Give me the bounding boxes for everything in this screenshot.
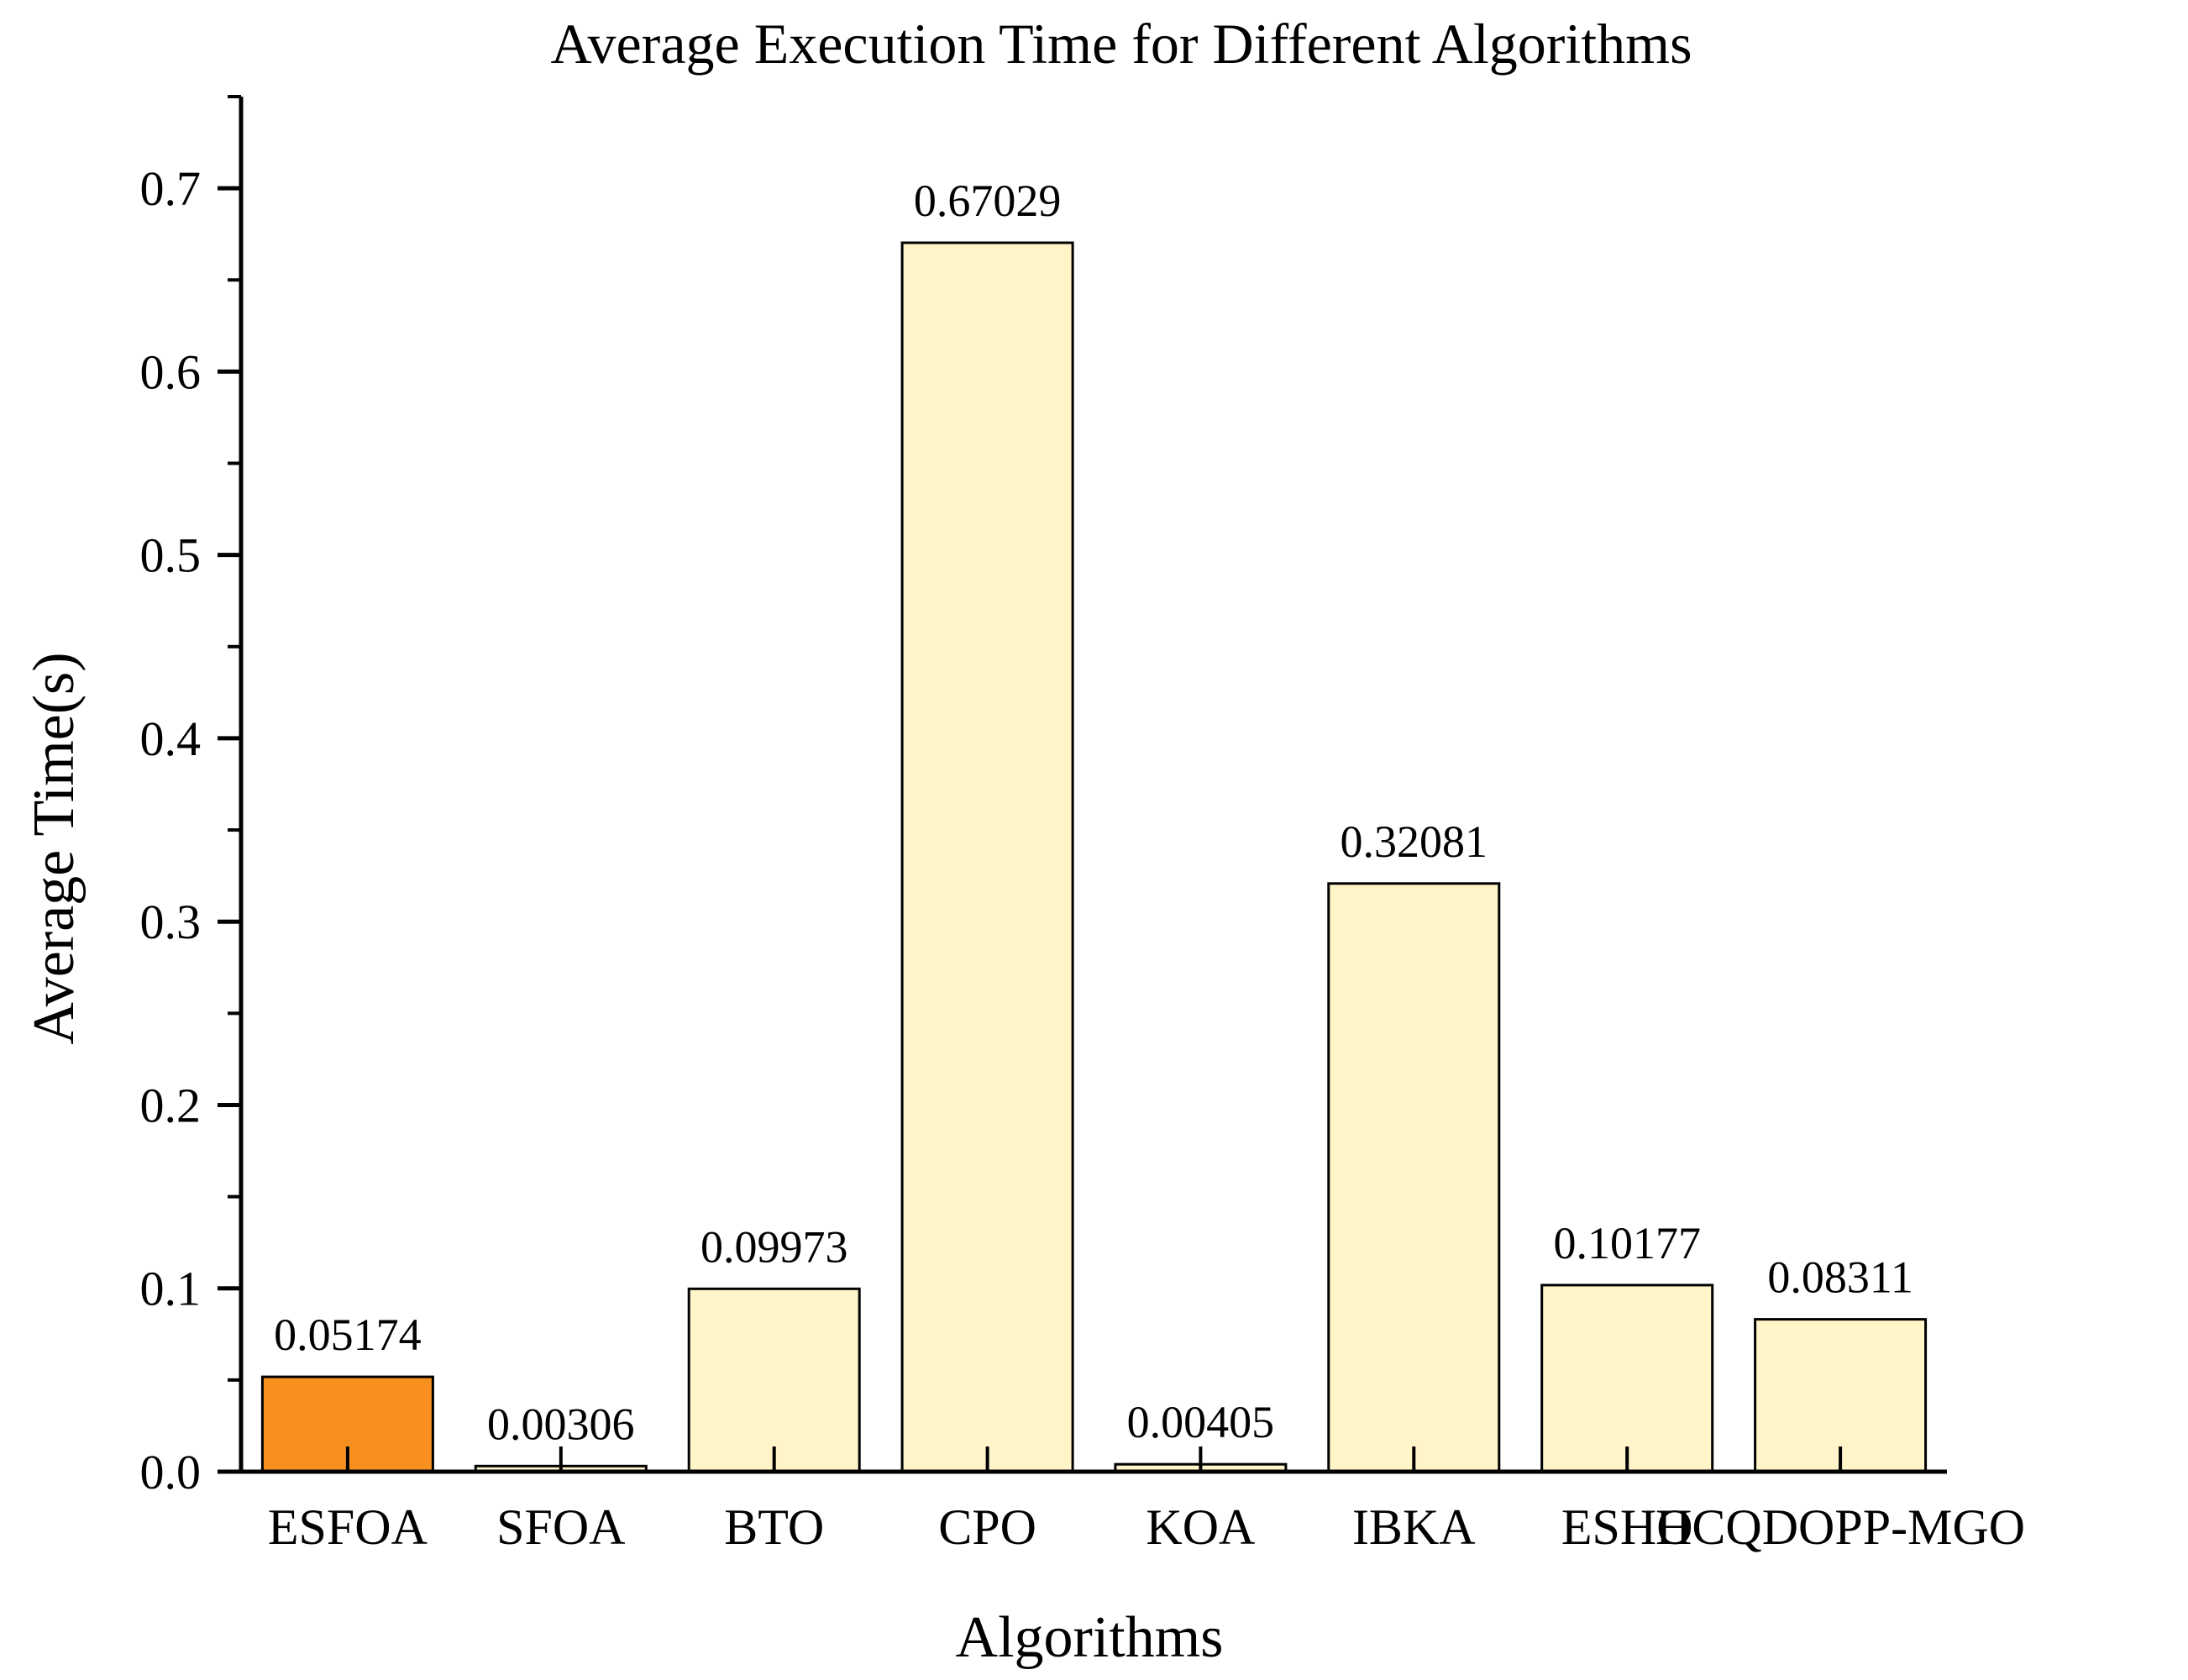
data-label-ibka: 0.32081 bbox=[1341, 816, 1488, 867]
category-label-koa: KOA bbox=[1146, 1499, 1255, 1555]
chart-title: Average Execution Time for Different Alg… bbox=[550, 12, 1692, 76]
data-label-koa: 0.00405 bbox=[1127, 1397, 1275, 1447]
bar-cpo bbox=[900, 241, 1074, 1473]
data-label-esho: 0.10177 bbox=[1553, 1218, 1701, 1268]
y-tick-label: 0.6 bbox=[140, 344, 202, 399]
y-tick-label: 0.2 bbox=[140, 1079, 202, 1133]
data-label-cpo: 0.67029 bbox=[914, 176, 1062, 226]
category-label-esho: ESHO bbox=[1561, 1499, 1693, 1555]
bar-ibka bbox=[1327, 882, 1501, 1473]
category-label-sfoa: SFOA bbox=[496, 1499, 625, 1555]
y-tick-label: 0.0 bbox=[140, 1445, 202, 1499]
y-axis-label: Average Time(s) bbox=[22, 652, 87, 1044]
category-label-cpo: CPO bbox=[938, 1499, 1036, 1555]
data-label-esfoa: 0.05174 bbox=[274, 1310, 422, 1360]
plot-area: 0.05174 ESFOA 0.00306 SFOA 0.09973 BTO 0.67029… bbox=[140, 95, 2025, 1555]
y-tick-label: 0.5 bbox=[140, 528, 202, 583]
data-label-sfoa: 0.00306 bbox=[487, 1399, 635, 1449]
category-label-esfoa: ESFOA bbox=[268, 1499, 428, 1555]
data-label-bto: 0.09973 bbox=[700, 1221, 848, 1272]
bar-esho bbox=[1540, 1284, 1714, 1473]
y-tick-label: 0.7 bbox=[140, 161, 202, 216]
y-tick-label: 0.4 bbox=[140, 711, 202, 766]
y-tick-label: 0.3 bbox=[140, 895, 202, 949]
y-tick-label: 0.1 bbox=[140, 1262, 202, 1316]
category-label-bto: BTO bbox=[724, 1499, 824, 1555]
data-label-hcqdopp-mgo: 0.08311 bbox=[1767, 1252, 1913, 1303]
category-label-hcqdopp-mgo: HCQDOPP-MGO bbox=[1655, 1499, 2025, 1555]
bar-bto bbox=[687, 1287, 861, 1473]
x-axis-label: Algorithms bbox=[956, 1605, 1224, 1670]
category-label-ibka: IBKA bbox=[1352, 1499, 1476, 1555]
